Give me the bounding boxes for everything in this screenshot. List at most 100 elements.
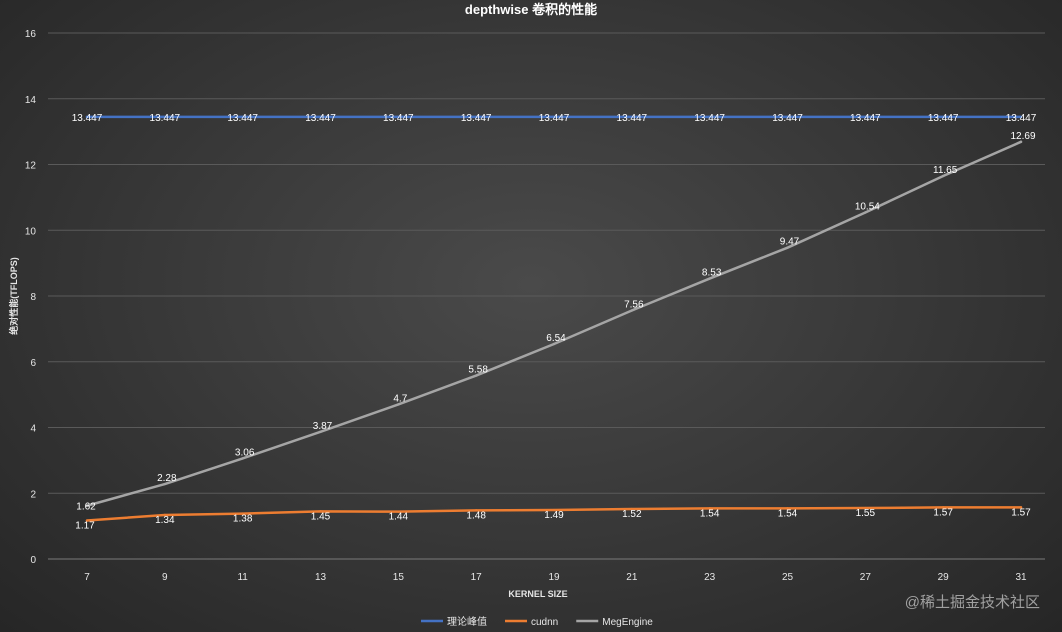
data-point — [163, 482, 167, 486]
x-tick-label: 29 — [938, 572, 950, 583]
data-point — [319, 115, 322, 119]
data-point — [319, 510, 322, 513]
chart-title: depthwise 卷积的性能 — [465, 2, 597, 17]
data-point — [864, 211, 867, 214]
data-point — [786, 507, 789, 510]
y-tick-label: 12 — [25, 161, 37, 172]
series-lines — [85, 115, 1023, 522]
data-label: 12.69 — [1010, 131, 1035, 142]
data-label: 4.7 — [393, 393, 407, 404]
x-tick-label: 15 — [393, 572, 405, 583]
data-point — [474, 374, 478, 377]
data-point — [941, 115, 945, 119]
data-point — [864, 506, 867, 510]
gridlines — [48, 32, 1045, 560]
data-label: 9.47 — [780, 237, 800, 248]
data-label: 7.56 — [624, 299, 644, 310]
data-point — [241, 457, 244, 460]
data-point — [552, 342, 556, 346]
data-point — [163, 513, 167, 517]
data-label: 13.447 — [305, 113, 336, 124]
data-label: 8.53 — [702, 268, 722, 279]
x-tick-label: 23 — [704, 572, 716, 583]
data-label: 1.38 — [233, 514, 253, 525]
y-axis-ticks: 0 2 4 6 8 10 12 14 16 — [25, 29, 37, 566]
x-tick-label: 19 — [548, 572, 560, 583]
data-label: 1.54 — [700, 508, 720, 519]
data-label: 13.447 — [850, 113, 881, 124]
data-label: 13.447 — [72, 113, 103, 124]
x-tick-label: 11 — [237, 572, 248, 583]
data-label: 13.447 — [383, 113, 414, 124]
data-point — [941, 174, 945, 178]
data-label: 1.45 — [311, 511, 331, 522]
x-tick-label: 31 — [1015, 572, 1027, 583]
data-label: 13.447 — [772, 113, 803, 124]
data-point — [397, 403, 400, 406]
y-tick-label: 6 — [30, 358, 36, 369]
data-label: 1.55 — [856, 508, 876, 519]
data-point — [708, 115, 711, 119]
data-point — [1019, 506, 1023, 509]
data-label: 1.52 — [622, 509, 642, 520]
data-labels: 13.447 13.447 13.447 13.447 13.447 13.447 13.4… — [72, 113, 1037, 532]
x-tick-label: 25 — [782, 572, 794, 583]
y-tick-label: 16 — [25, 29, 37, 40]
series-line-2 — [85, 140, 1023, 507]
data-label: 3.87 — [313, 421, 333, 432]
data-label: 1.17 — [75, 521, 95, 532]
legend-label: 理论峰值 — [447, 615, 487, 628]
data-label: 1.57 — [1011, 507, 1031, 518]
data-label: 11.65 — [933, 165, 958, 176]
data-label: 3.06 — [235, 447, 255, 458]
data-label: 1.49 — [544, 510, 564, 521]
x-tick-label: 21 — [626, 572, 638, 583]
data-point — [630, 309, 634, 312]
data-label: 2.28 — [157, 473, 177, 484]
legend: 理论峰值 cudnn MegEngine — [421, 615, 653, 628]
y-tick-label: 4 — [30, 424, 36, 435]
data-label: 6.54 — [546, 333, 566, 344]
data-label: 1.57 — [933, 507, 953, 518]
data-label: 13.447 — [1006, 113, 1037, 124]
data-point — [319, 430, 322, 433]
data-label: 13.447 — [539, 113, 570, 124]
y-tick-label: 0 — [30, 555, 36, 566]
data-label: 1.34 — [155, 515, 175, 526]
legend-label: MegEngine — [602, 617, 653, 628]
x-axis-title: KERNEL SIZE — [508, 589, 567, 599]
data-point — [85, 115, 89, 119]
data-point — [786, 115, 789, 119]
data-label: 13.447 — [617, 113, 648, 124]
data-label: 5.58 — [468, 365, 488, 376]
data-point — [786, 246, 789, 249]
x-tick-label: 17 — [471, 572, 483, 583]
data-point — [1019, 115, 1023, 119]
data-point — [241, 115, 244, 119]
data-point — [708, 507, 711, 510]
y-tick-label: 2 — [30, 489, 36, 500]
y-tick-label: 10 — [25, 226, 37, 237]
data-point — [708, 277, 711, 280]
data-point — [552, 115, 556, 119]
data-point — [630, 507, 634, 511]
data-label: 1.44 — [389, 512, 409, 523]
data-point — [397, 115, 400, 119]
data-point — [1019, 140, 1023, 144]
data-point — [864, 115, 867, 119]
data-point — [474, 115, 478, 119]
x-tick-label: 7 — [84, 572, 90, 583]
data-label: 13.447 — [694, 113, 725, 124]
x-tick-label: 27 — [860, 572, 872, 583]
data-point — [474, 509, 478, 512]
data-point — [397, 510, 400, 513]
legend-label: cudnn — [531, 617, 558, 628]
data-label: 13.447 — [227, 113, 258, 124]
data-label: 13.447 — [928, 113, 959, 124]
x-tick-label: 13 — [315, 572, 327, 583]
data-point — [85, 504, 89, 507]
data-label: 10.54 — [855, 201, 880, 212]
y-tick-label: 14 — [25, 95, 37, 106]
x-tick-label: 9 — [162, 572, 168, 583]
